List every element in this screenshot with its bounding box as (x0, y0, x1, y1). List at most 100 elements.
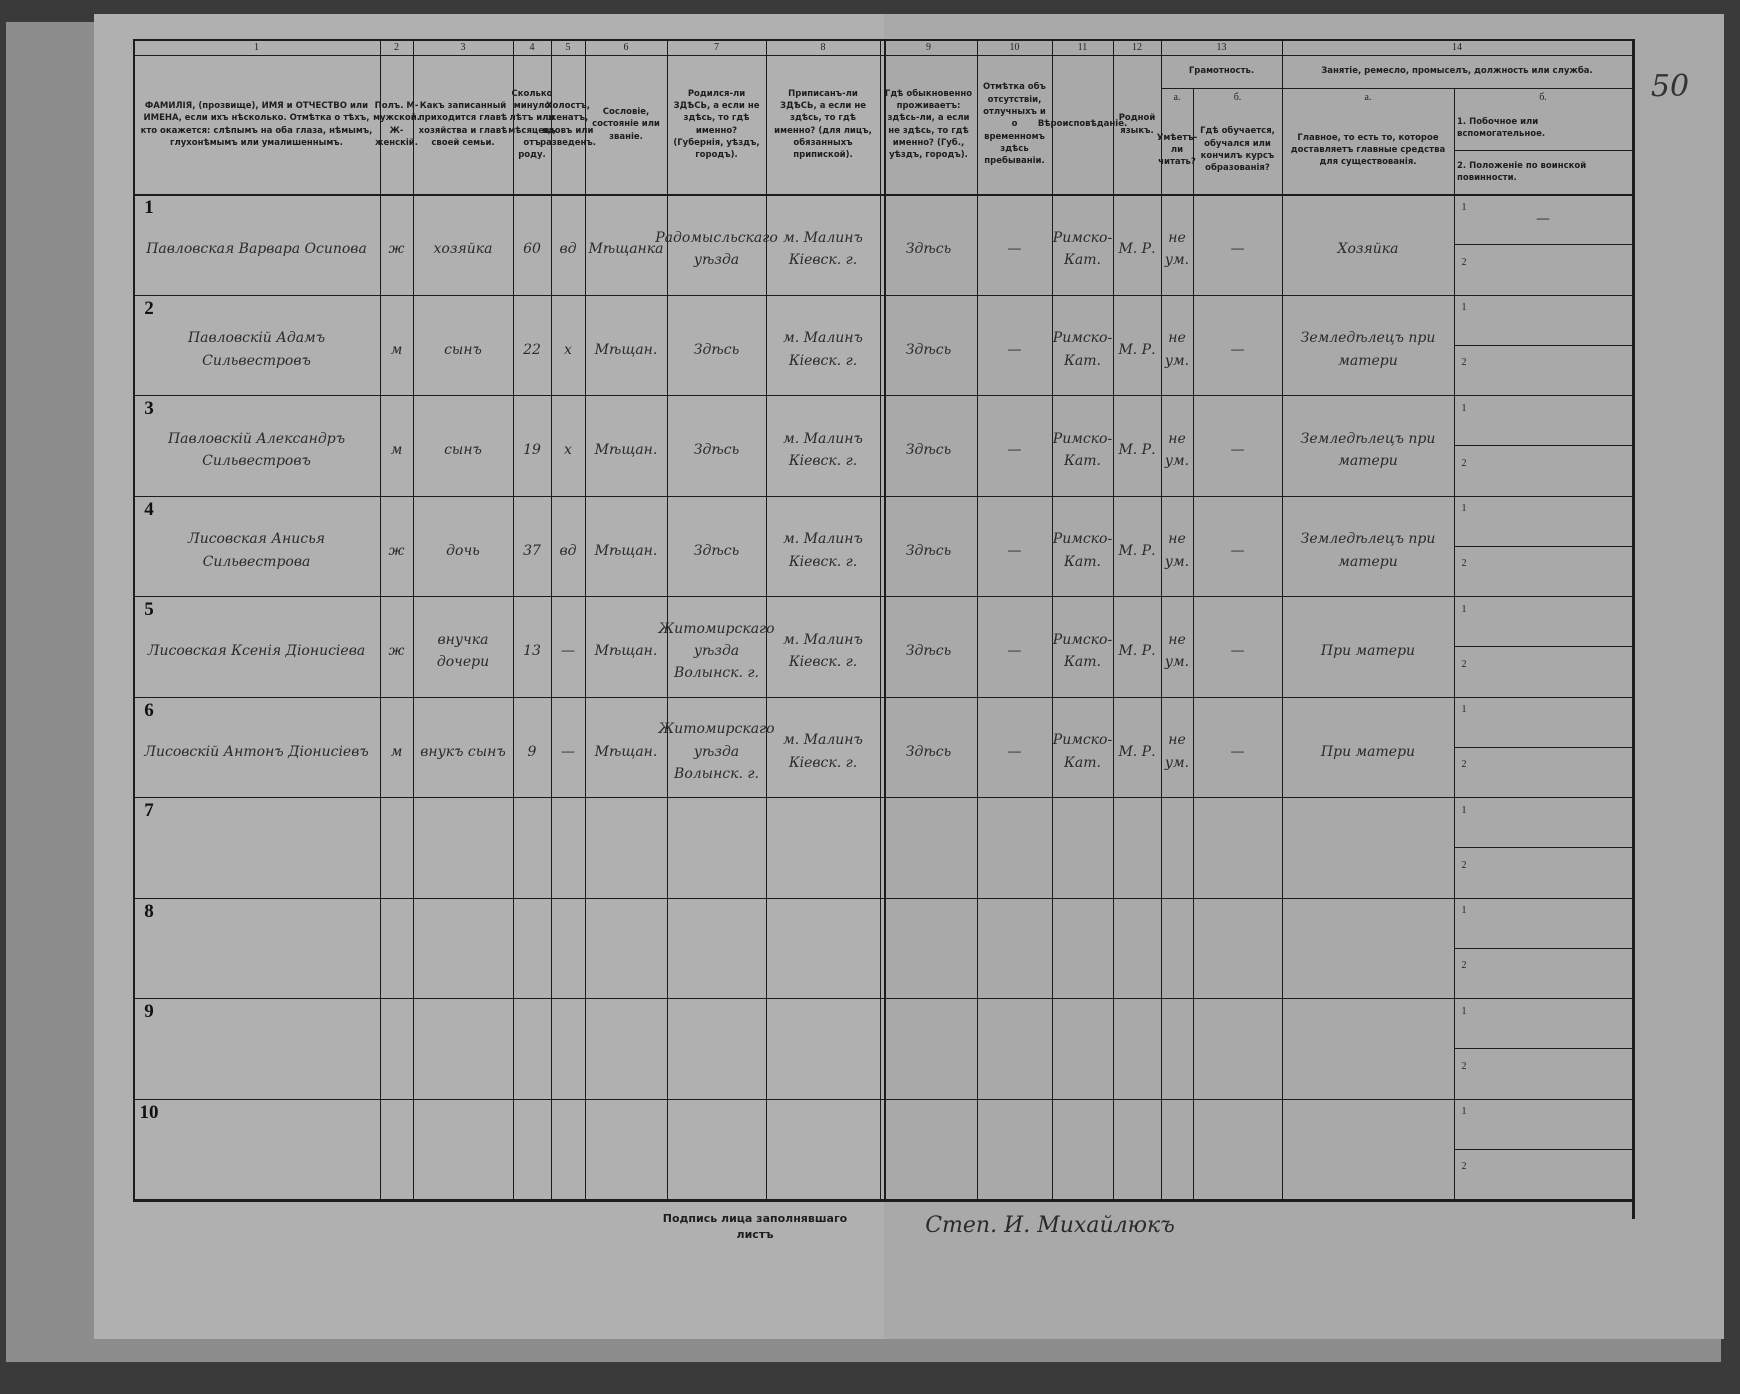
column-header: Гдѣ обыкновенно проживаетъ: здѣсь-ли, а … (884, 88, 973, 161)
cell-entry: сынъ (444, 442, 482, 459)
sub-line-rule (1454, 646, 1632, 648)
cell-entry: Римско-Кат. (1052, 430, 1113, 470)
cell-entry: м. Малинъ Кіевск. г. (783, 430, 863, 470)
row-number: 9 (144, 1001, 154, 1022)
sub-line-label: 2 (1461, 859, 1467, 871)
column-rule (513, 39, 514, 1199)
column-header: Отмѣтка объ отсутствіи, отлучныхъ и о вр… (983, 82, 1046, 167)
cell-entry: м (390, 341, 403, 358)
column-rule (766, 39, 767, 1199)
row-number: 1 (144, 197, 154, 218)
row-rule (133, 596, 1632, 597)
column-rule (133, 39, 135, 1199)
sub-line-label: 1 (1461, 905, 1467, 916)
cell-entry: Мѣщанка (588, 241, 664, 258)
column-header: Родился-ли ЗДѢСЬ, а если не здѣсь, то гд… (673, 88, 760, 161)
row-rule (133, 495, 1632, 497)
cell-entry: М. Р. (1118, 241, 1156, 258)
sub-line-rule (1454, 244, 1632, 246)
cell-entry: Здѣсь (693, 442, 740, 459)
cell-entry: При матери (1320, 643, 1416, 660)
cell-entry: не ум. (1164, 631, 1190, 671)
sub-line-rule (1454, 746, 1632, 748)
cell-entry: Радомысльскаго уѣзда (655, 229, 778, 269)
row-rule (133, 897, 1632, 899)
cell-entry: — (1230, 743, 1245, 760)
cell-entry: ж (388, 643, 405, 660)
rule (1161, 88, 1282, 89)
cell-entry: М. Р. (1118, 442, 1156, 459)
row-number: 6 (144, 699, 154, 721)
cell-entry: не ум. (1164, 430, 1190, 470)
row-rule (133, 998, 1632, 999)
sub-line-label: 1 (1461, 201, 1467, 213)
cell-entry: — (1230, 442, 1245, 459)
column-number: 1 (254, 41, 259, 53)
column-rule (667, 39, 668, 1199)
page-number: 50 (1650, 68, 1690, 104)
cell-entry: 19 (523, 442, 541, 459)
cell-entry: Житомирскаго уѣзда Волынск. г. (658, 721, 775, 782)
cell-entry: Римско-Кат. (1052, 531, 1113, 570)
row-rule (133, 1098, 1632, 1100)
cell-entry: Житомирскаго уѣзда Волынск. г. (658, 620, 775, 682)
cell-entry: — (1230, 341, 1245, 358)
rule (1454, 88, 1455, 1199)
cell-entry: Лисовская Ксенія Діонисіева (147, 643, 366, 660)
sub-line-label: 1 (1461, 704, 1467, 715)
number-rule (133, 55, 1632, 56)
sub-line-rule (1454, 445, 1632, 447)
cell-entry: Римско-Кат. (1052, 229, 1113, 269)
sub-line-label: 2 (1461, 256, 1467, 268)
bottom-rule (133, 1199, 1632, 1202)
sub-line-label: 2 (1461, 558, 1467, 569)
cell-entry: ж (388, 542, 405, 559)
cell-entry: Римско-Кат. (1052, 732, 1113, 771)
cell-entry: — (1007, 341, 1022, 358)
cell-entry: не ум. (1164, 229, 1190, 269)
cell-entry: Римско-Кат. (1052, 330, 1113, 369)
cell-entry: — (1007, 241, 1022, 258)
sub-line-rule (1454, 1148, 1632, 1150)
cell-entry: Мѣщан. (594, 743, 658, 760)
sub-line-label: 2 (1461, 357, 1467, 368)
sub-column-letter: а. (1364, 91, 1372, 103)
column-header: Холостъ, женатъ, вдовъ или разведенъ. (540, 100, 597, 148)
column-rule (1052, 39, 1053, 1199)
top-rule (133, 39, 1632, 41)
cell-entry: м. Малинъ Кіевск. г. (783, 732, 863, 771)
rule (1282, 88, 1632, 89)
header-rule (133, 194, 1632, 196)
column-number: 2 (394, 41, 399, 53)
cell-entry: Здѣсь (905, 643, 952, 660)
sub-line-label: 1 (1461, 302, 1467, 313)
sub-line-label: 2 (1461, 1060, 1467, 1072)
cell-entry: М. Р. (1118, 341, 1156, 358)
column-rule (1282, 39, 1283, 1199)
cell-entry: Мѣщан. (594, 341, 658, 358)
cell-entry: 60 (523, 241, 541, 258)
sub-line-label: 2 (1461, 759, 1467, 770)
row-rule (133, 696, 1632, 698)
cell-entry: вд (559, 542, 577, 559)
row-number: 2 (144, 297, 154, 319)
row-number: 7 (144, 800, 154, 821)
cell-entry: м. Малинъ Кіевск. г. (783, 229, 863, 269)
cell-entry: — (561, 743, 575, 760)
column-header: ФАМИЛІЯ, (прозвище), ИМЯ и ОТЧЕСТВО или … (140, 100, 373, 148)
cell-entry: При матери (1320, 743, 1416, 760)
column-number: 11 (1077, 41, 1088, 53)
row-rule (133, 395, 1632, 396)
cell-entry: Павловскій Александръ Сильвестровъ (167, 430, 346, 470)
cell-entry: Мѣщан. (594, 542, 658, 559)
cell-entry: — (1230, 241, 1245, 258)
cell-entry: Мѣщан. (594, 442, 658, 459)
column-header: Полъ. М-мужской. Ж-женскій. (373, 100, 420, 148)
column-rule (1161, 39, 1162, 1199)
column-number: 10 (1009, 41, 1020, 53)
column-number: 12 (1132, 41, 1142, 53)
cell-entry: Земледѣлецъ при матери (1300, 430, 1436, 470)
rule (1193, 88, 1194, 1199)
cell-entry: Римско-Кат. (1052, 631, 1113, 671)
